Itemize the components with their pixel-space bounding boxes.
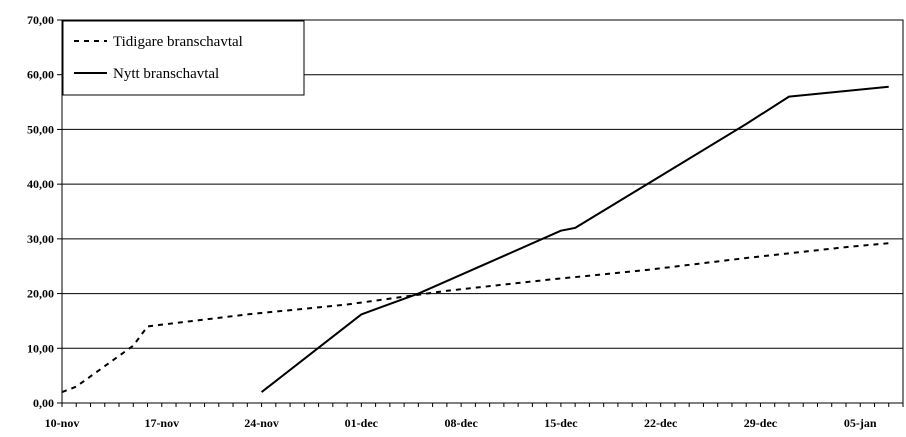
x-tick-label: 10-nov — [45, 416, 80, 430]
legend: Tidigare branschavtal Nytt branschavtal — [62, 20, 305, 96]
legend-label: Tidigare branschavtal — [113, 34, 243, 50]
y-axis: 0,00 10,00 20,00 30,00 40,00 50,00 60,00 70,00 — [27, 13, 62, 410]
x-tick-label: 08-dec — [444, 416, 478, 430]
x-tick-label: 24-nov — [244, 416, 279, 430]
x-tick-label: 17-nov — [144, 416, 179, 430]
y-tick-label: 10,00 — [27, 341, 54, 355]
x-tick-label: 22-dec — [644, 416, 678, 430]
x-tick-label: 15-dec — [544, 416, 578, 430]
legend-label: Nytt branschavtal — [113, 66, 219, 82]
x-tick-label: 29-dec — [744, 416, 778, 430]
y-tick-label: 0,00 — [33, 396, 54, 410]
x-axis: 10-nov 17-nov 24-nov 01-dec 08-dec 15-dec 22-d… — [45, 403, 904, 430]
series-line-nytt — [260, 85, 889, 393]
y-tick-label: 30,00 — [27, 232, 54, 246]
y-tick-label: 20,00 — [27, 287, 54, 301]
x-tick-label: 01-dec — [345, 416, 379, 430]
gridlines — [62, 74, 903, 349]
series-line-tidigare — [61, 242, 889, 394]
y-tick-label: 40,00 — [27, 177, 54, 191]
y-tick-label: 50,00 — [27, 122, 54, 136]
x-tick-label: 05-jan — [844, 416, 877, 430]
plot-area-frame — [61, 19, 904, 404]
series-lines — [61, 85, 889, 394]
legend-box — [62, 20, 305, 96]
y-tick-label: 70,00 — [27, 13, 54, 27]
y-tick-label: 60,00 — [27, 68, 54, 82]
